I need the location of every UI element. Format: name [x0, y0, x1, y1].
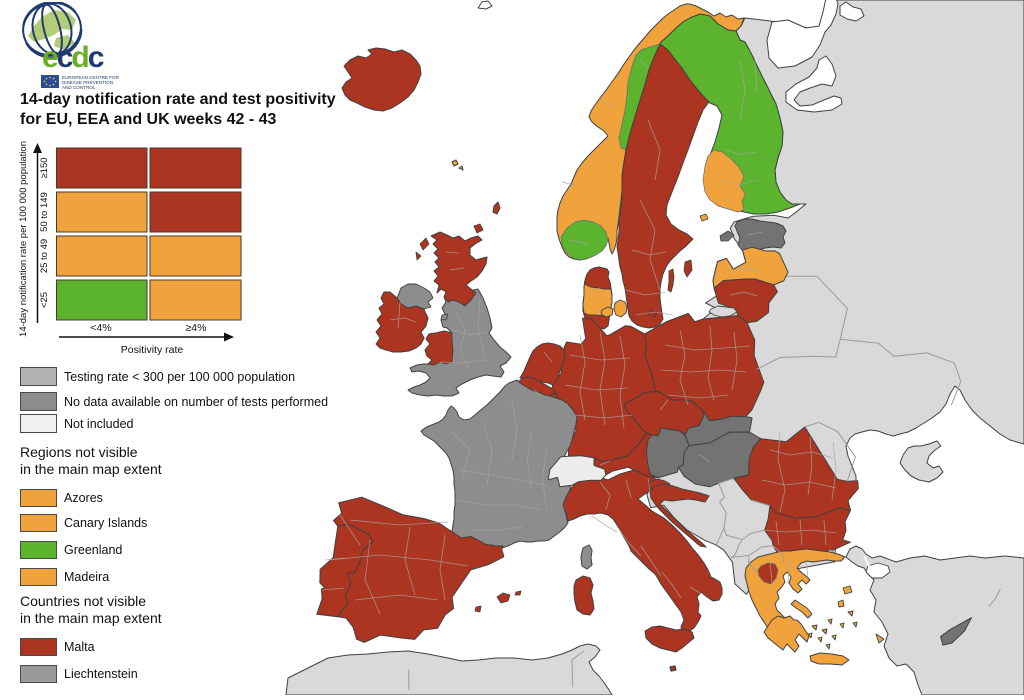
svg-text:25 to 49: 25 to 49	[39, 239, 50, 273]
svg-text:50 to 149: 50 to 149	[39, 192, 50, 232]
svg-text:<4%: <4%	[90, 322, 111, 334]
svg-text:DISEASE PREVENTION: DISEASE PREVENTION	[62, 80, 113, 85]
svg-text:EUROPEAN CENTRE FOR: EUROPEAN CENTRE FOR	[62, 75, 120, 80]
svg-text:14-day notification rate per 1: 14-day notification rate per 100 000 pop…	[18, 141, 29, 337]
svg-text:≥4%: ≥4%	[186, 322, 207, 334]
svg-text:ecdc: ecdc	[42, 41, 104, 74]
svg-text:≥150: ≥150	[39, 157, 50, 178]
svg-text:<25: <25	[39, 292, 50, 308]
svg-text:AND CONTROL: AND CONTROL	[62, 85, 96, 90]
svg-text:Positivity rate: Positivity rate	[121, 344, 184, 356]
